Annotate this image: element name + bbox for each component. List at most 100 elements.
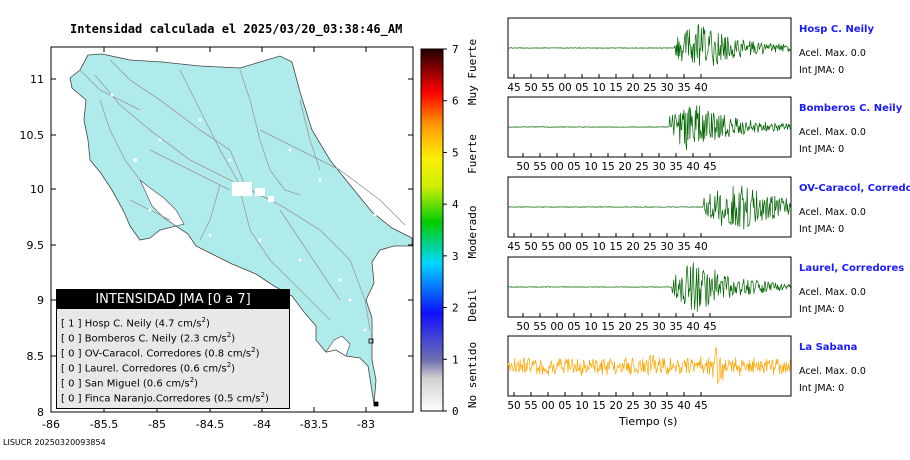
waveform-tick-label: 10 [575, 400, 588, 412]
waveform-x-axis: 50 55 00 05 10 15 20 25 30 35 40 45 [507, 392, 708, 412]
waveform-tick-label: 40 [686, 321, 699, 333]
station-jma-intensity: Int JMA: 0 [799, 383, 845, 394]
waveform-tick-label: 25 [643, 241, 656, 253]
waveform-tick-label: 35 [677, 82, 690, 94]
station-max-accel: Acel. Max. 0.0 [799, 48, 866, 59]
map-x-tick-label: -85.5 [90, 418, 118, 431]
waveform-tick-label: 30 [652, 161, 665, 173]
map-y-tick-label: 10.5 [20, 129, 45, 142]
station-max-accel: Acel. Max. 0.0 [799, 127, 866, 138]
waveform-tick-label: 55 [541, 241, 554, 253]
waveform-tick-label: 20 [618, 161, 631, 173]
waveform-tick-label: 10 [592, 241, 605, 253]
map-y-tick-label: 9.5 [27, 239, 45, 252]
waveform-tick-label: 20 [626, 82, 639, 94]
waveform-tick-label: 35 [669, 161, 682, 173]
station-jma-intensity: Int JMA: 0 [799, 224, 845, 235]
waveform-trace [507, 105, 792, 151]
waveform-tick-label: 45 [703, 161, 716, 173]
waveform-tick-label: 30 [660, 82, 673, 94]
colorbar-tick-label: 4 [452, 198, 459, 211]
waveform-tick-label: 50 [524, 241, 537, 253]
waveform-tick-label: 40 [694, 82, 707, 94]
waveform-tick-label: 55 [533, 321, 546, 333]
waveform-panel: 50 55 00 05 10 15 20 25 30 35 40 45 [507, 96, 792, 173]
colorbar-category-label: No sentido [466, 342, 479, 408]
station-name: Bomberos C. Neily [799, 103, 903, 114]
station-jma-intensity: Int JMA: 0 [799, 65, 845, 76]
city-markers [110, 93, 377, 332]
waveform-tick-label: 20 [609, 400, 622, 412]
waveform-tick-label: 25 [635, 321, 648, 333]
waveform-tick-label: 35 [660, 400, 673, 412]
legend-entry: [ 1 ] Hosp C. Neily (4.7 cm/s2) [61, 316, 210, 330]
colorbar-tick-label: 5 [452, 146, 459, 159]
waveform-tick-label: 10 [584, 161, 597, 173]
waveform-tick-label: 05 [567, 161, 580, 173]
waveform-x-axis: 50 55 00 05 10 15 20 25 30 35 40 45 [516, 313, 717, 333]
waveform-tick-label: 05 [575, 241, 588, 253]
waveform-tick-label: 50 [516, 161, 529, 173]
station-markers [368, 338, 379, 407]
waveform-panels: 45 50 55 00 05 10 15 20 25 30 35 40 50 55 00 05 10 15 20 25… [507, 17, 792, 412]
colorbar-ticks: 0 1 2 3 4 5 6 7 [443, 43, 459, 418]
colorbar-tick-label: 0 [452, 405, 459, 418]
waveform-tick-label: 45 [507, 241, 520, 253]
colorbar-category-label: Fuerte [466, 134, 479, 174]
map-title: Intensidad calculada el 2025/03/20_03:38… [70, 22, 403, 36]
waveform-tick-label: 30 [652, 321, 665, 333]
waveform-tick-label: 05 [567, 321, 580, 333]
waveform-tick-label: 05 [558, 400, 571, 412]
legend-entry: [ 0 ] Finca Naranjo.Corredores (0.5 cm/s… [61, 391, 269, 405]
waveform-tick-label: 55 [524, 400, 537, 412]
waveform-trace [507, 23, 792, 66]
map-y-tick-label: 10 [30, 183, 44, 196]
map-x-tick-label: -84.5 [196, 418, 224, 431]
colorbar-tick-label: 6 [452, 95, 459, 108]
waveform-tick-label: 05 [575, 82, 588, 94]
waveform-tick-label: 30 [643, 400, 656, 412]
waveform-tick-label: 00 [550, 161, 563, 173]
legend-entry: [ 0 ] Laurel. Corredores (0.6 cm/s2) [61, 361, 236, 375]
station-name: La Sabana [799, 342, 858, 353]
colorbar-tick-label: 1 [452, 353, 459, 366]
map-y-axis: 11 10.5 10 9.5 9 8.5 8 [20, 73, 413, 419]
waveform-tick-label: 00 [558, 82, 571, 94]
waveform-tick-label: 00 [541, 400, 554, 412]
waveform-trace [507, 347, 792, 385]
map-x-tick-label: -83.5 [300, 418, 328, 431]
map-x-tick-label: -86 [42, 418, 60, 431]
station-max-accel: Acel. Max. 0.0 [799, 207, 866, 218]
waveform-tick-label: 40 [677, 400, 690, 412]
waveform-tick-label: 25 [643, 82, 656, 94]
waveform-tick-label: 30 [660, 241, 673, 253]
waveform-tick-label: 15 [592, 400, 605, 412]
map-x-axis: -86 -85.5 -85 -84.5 -84 -83.5 -83 [42, 47, 375, 431]
waveform-x-axis: 45 50 55 00 05 10 15 20 25 30 35 40 [507, 74, 708, 94]
waveform-x-axis: 50 55 00 05 10 15 20 25 30 35 40 45 [516, 153, 717, 173]
waveform-tick-label: 40 [694, 241, 707, 253]
map-y-tick-label: 8 [37, 406, 44, 419]
footer-id: LISUCR 20250320093854 [3, 438, 106, 447]
waveform-tick-label: 45 [694, 400, 707, 412]
waveform-tick-label: 20 [618, 321, 631, 333]
waveform-tick-label: 00 [558, 241, 571, 253]
map-x-tick-label: -83 [357, 418, 375, 431]
colorbar [420, 48, 444, 412]
waveform-tick-label: 50 [507, 400, 520, 412]
intensity-legend: INTENSIDAD JMA [0 a 7] [ 1 ] Hosp C. Nei… [56, 289, 290, 409]
colorbar-category-label: Moderado [466, 206, 479, 259]
waveform-tick-label: 50 [524, 82, 537, 94]
waveform-tick-label: 15 [609, 241, 622, 253]
waveform-panel: 50 55 00 05 10 15 20 25 30 35 40 45 [507, 335, 792, 412]
waveform-panel: 50 55 00 05 10 15 20 25 30 35 40 45 [507, 256, 792, 333]
waveform-tick-label: 10 [584, 321, 597, 333]
waveform-tick-label: 50 [516, 321, 529, 333]
waveform-panel: 45 50 55 00 05 10 15 20 25 30 35 40 [507, 176, 792, 253]
waveform-tick-label: 35 [669, 321, 682, 333]
waveform-tick-label: 45 [703, 321, 716, 333]
map-x-tick-label: -85 [148, 418, 166, 431]
colorbar-tick-label: 7 [452, 43, 459, 56]
map-x-tick-label: -84 [253, 418, 271, 431]
